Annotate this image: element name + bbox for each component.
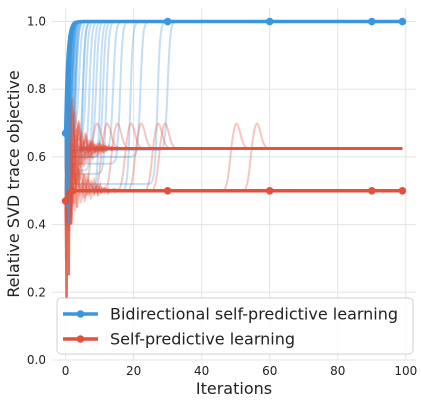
y-tick-label: 0.0 bbox=[27, 353, 46, 367]
legend-entry-self-predictive: Self-predictive learning bbox=[63, 330, 295, 349]
bidirectional-mean-marker bbox=[163, 17, 172, 26]
self-predictive-mean-marker bbox=[68, 186, 77, 195]
y-tick-label: 0.2 bbox=[27, 285, 46, 299]
self-predictive-mean-marker bbox=[367, 186, 376, 195]
legend-label-self-predictive: Self-predictive learning bbox=[110, 330, 295, 349]
self-predictive-mean-marker bbox=[398, 186, 407, 195]
x-tick-label: 40 bbox=[194, 364, 209, 378]
bidirectional-mean-marker bbox=[398, 17, 407, 26]
self-predictive-mean-marker bbox=[61, 197, 70, 205]
y-tick-label: 1.0 bbox=[27, 15, 46, 29]
x-axis-label: Iterations bbox=[196, 379, 272, 398]
legend: Bidirectional self-predictive learning S… bbox=[56, 297, 414, 355]
x-tick-label: 20 bbox=[126, 364, 141, 378]
y-axis-label: Relative SVD trace objective bbox=[4, 70, 23, 298]
bidirectional-mean-line bbox=[63, 19, 403, 134]
self-predictive-mean-line bbox=[63, 189, 403, 202]
y-tick-label: 0.4 bbox=[27, 218, 46, 232]
legend-marker-self-predictive bbox=[76, 335, 85, 343]
bidirectional-mean-marker bbox=[265, 17, 274, 26]
axis-ticks: 0 20 40 60 80 100 0.0 0.2 0.4 0.6 0.8 1.0 bbox=[27, 15, 417, 378]
grid bbox=[52, 8, 416, 361]
legend-entry-bidirectional: Bidirectional self-predictive learning bbox=[63, 305, 398, 324]
x-tick-label: 60 bbox=[262, 364, 277, 378]
x-tick-label: 100 bbox=[394, 364, 417, 378]
bidirectional-mean-marker bbox=[61, 129, 70, 138]
bidirectional-mean-marker bbox=[367, 17, 376, 26]
x-tick-label: 80 bbox=[330, 364, 345, 378]
self-predictive-mean-marker bbox=[163, 186, 172, 195]
y-tick-label: 0.6 bbox=[27, 150, 46, 164]
legend-marker-bidirectional bbox=[76, 310, 85, 318]
legend-label-bidirectional: Bidirectional self-predictive learning bbox=[110, 305, 398, 324]
y-tick-label: 0.8 bbox=[27, 82, 46, 96]
x-tick-label: 0 bbox=[62, 364, 70, 378]
self-predictive-mean-marker bbox=[265, 186, 274, 195]
mean-curves bbox=[61, 17, 407, 205]
legend-frame bbox=[56, 297, 414, 355]
